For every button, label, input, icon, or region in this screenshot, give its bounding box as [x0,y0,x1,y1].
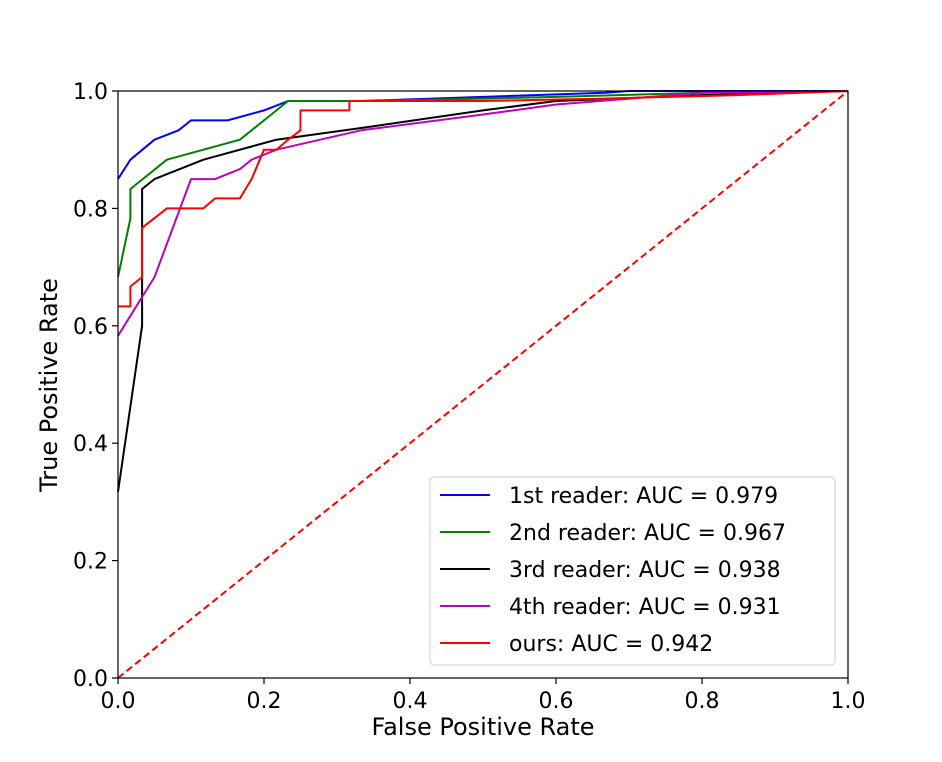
plot-frame [117,90,849,679]
y-tick-label: 0.6 [73,315,108,340]
y-axis-label: True Positive Rate [35,278,63,493]
series-line-3 [117,90,849,337]
x-tick-label: 0.4 [393,689,428,714]
series-line-chance [117,90,849,679]
series-line-1 [117,90,849,278]
legend-label: 3rd reader: AUC = 0.938 [509,558,781,583]
y-axis-ticks: 0.0 0.2 0.4 0.6 0.8 1.0 [73,80,118,692]
y-tick-label: 0.2 [73,550,108,575]
x-tick-label: 1.0 [831,689,866,714]
legend-label: ours: AUC = 0.942 [509,632,713,657]
y-tick-label: 1.0 [73,80,108,105]
x-tick-label: 0.8 [685,689,720,714]
x-axis-ticks: 0.0 0.2 0.4 0.6 0.8 1.0 [101,678,866,714]
y-tick-label: 0.8 [73,197,108,222]
legend-box [429,476,836,666]
legend-label: 1st reader: AUC = 0.979 [509,484,778,509]
legend: 1st reader: AUC = 0.979 2nd reader: AUC =… [429,476,836,666]
x-axis-label: False Positive Rate [371,713,594,741]
series-line-0 [117,90,848,180]
plot-lines [117,90,849,679]
legend-label: 2nd reader: AUC = 0.967 [509,521,786,546]
y-tick-label: 0.0 [73,667,108,692]
x-tick-label: 0.0 [101,689,136,714]
series-line-4 [118,90,849,308]
x-tick-label: 0.2 [247,689,282,714]
x-tick-label: 0.6 [539,689,574,714]
y-tick-label: 0.4 [73,432,108,457]
legend-label: 4th reader: AUC = 0.931 [509,595,781,620]
